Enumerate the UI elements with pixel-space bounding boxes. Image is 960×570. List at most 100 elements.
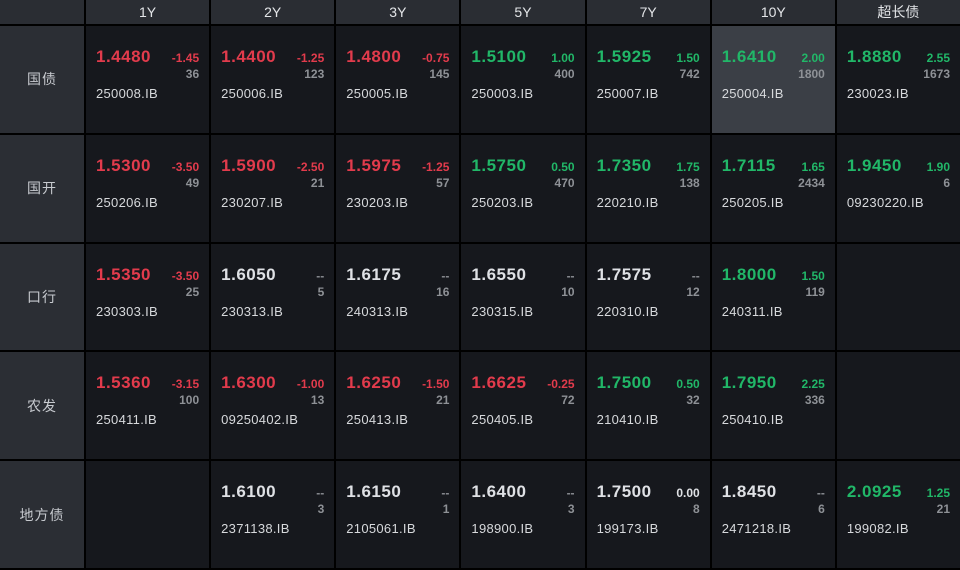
change-value: -3.15 <box>171 377 200 392</box>
change-value: 2.55 <box>926 51 950 65</box>
bond-cell[interactable]: 1.4400 -1.25 123 250006.IB <box>211 26 335 133</box>
bond-cell[interactable] <box>836 352 960 460</box>
bond-cell[interactable]: 1.6250 -1.50 21 250413.IB <box>336 352 460 460</box>
change-value: -0.75 <box>422 51 450 65</box>
row-label-3: 农发 <box>0 352 84 460</box>
quote-line: 1.7115 1.65 <box>722 156 825 176</box>
bond-cell[interactable] <box>86 461 210 568</box>
change-value: -- <box>316 268 325 283</box>
bond-code: 230313.IB <box>221 303 284 319</box>
quote-line: 1.6410 2.00 <box>722 47 825 67</box>
bond-cell[interactable] <box>836 243 960 351</box>
bond-cell[interactable]: 1.7950 2.25 336 250410.IB <box>711 352 835 460</box>
yield-value: 1.6175 <box>346 264 402 284</box>
volume-value: 400 <box>554 67 575 81</box>
bond-cell[interactable]: 1.6100 -- 3 2371138.IB <box>211 461 335 568</box>
volume-value: 3 <box>567 502 575 517</box>
quote-line: 1.5900 -2.50 <box>221 156 324 176</box>
bond-cell[interactable]: 1.6410 2.00 1800 250004.IB <box>711 26 835 133</box>
volume-value: 57 <box>436 175 450 190</box>
header-corner <box>0 0 84 24</box>
bond-cell[interactable]: 1.6400 -- 3 198900.IB <box>461 461 585 568</box>
volume-value: 1 <box>442 502 450 517</box>
change-value: 0.50 <box>676 377 700 392</box>
yield-value: 1.7575 <box>596 264 652 284</box>
change-value: -1.00 <box>296 377 325 392</box>
quote-line: 1.5360 -3.15 <box>96 373 199 393</box>
bond-cell[interactable]: 1.8000 1.50 119 240311.IB <box>711 243 835 351</box>
bond-cell[interactable]: 1.7575 -- 12 220310.IB <box>586 243 710 351</box>
yield-value: 1.6100 <box>221 482 277 502</box>
change-value: -- <box>691 268 700 283</box>
bond-cell[interactable]: 1.5750 0.50 470 250203.IB <box>461 134 585 242</box>
bond-cell[interactable]: 1.6050 -- 5 230313.IB <box>211 243 335 351</box>
bond-cell[interactable]: 1.6175 -- 16 240313.IB <box>336 243 460 351</box>
bond-code: 250203.IB <box>471 194 534 210</box>
bond-cell[interactable]: 1.6550 -- 10 230315.IB <box>461 243 585 351</box>
column-header-10y: 10Y <box>711 0 835 24</box>
bond-code: 199173.IB <box>596 521 659 537</box>
yield-value: 1.5900 <box>221 155 277 175</box>
yield-value: 1.5300 <box>96 155 151 175</box>
bond-cell[interactable]: 1.8880 2.55 1673 230023.IB <box>836 26 960 133</box>
bond-code: 250004.IB <box>721 86 784 101</box>
quote-line: 1.6625 -0.25 <box>471 373 574 393</box>
volume-value: 123 <box>304 67 325 81</box>
bond-code: 240311.IB <box>721 303 783 319</box>
bond-cell[interactable]: 1.5100 1.00 400 250003.IB <box>461 26 585 133</box>
bond-code: 2105061.IB <box>346 521 416 537</box>
bond-code: 250003.IB <box>471 86 534 101</box>
bond-cell[interactable]: 1.5925 1.50 742 250007.IB <box>586 26 710 133</box>
bond-code: 210410.IB <box>596 412 659 428</box>
yield-value: 1.6250 <box>346 373 402 393</box>
bond-cell[interactable]: 1.6625 -0.25 72 250405.IB <box>461 352 585 460</box>
quote-line: 1.8450 -- <box>722 482 825 502</box>
change-value: -3.50 <box>171 268 200 283</box>
bond-cell[interactable]: 1.5350 -3.50 25 230303.IB <box>86 243 210 351</box>
bond-cell[interactable]: 1.6300 -1.00 13 09250402.IB <box>211 352 335 460</box>
yield-value: 1.6050 <box>221 264 277 284</box>
bond-cell[interactable]: 2.0925 1.25 21 199082.IB <box>836 461 960 568</box>
bond-cell[interactable]: 1.7350 1.75 138 220210.IB <box>586 134 710 242</box>
bond-cell[interactable]: 1.9450 1.90 6 09230220.IB <box>836 134 960 242</box>
quote-line: 1.7500 0.50 <box>597 373 700 393</box>
bond-code: 240313.IB <box>346 303 409 319</box>
bond-cell[interactable]: 1.5900 -2.50 21 230207.IB <box>211 134 335 242</box>
bond-cell[interactable]: 1.5300 -3.50 49 250206.IB <box>86 134 210 242</box>
change-value: -0.25 <box>547 377 575 392</box>
bond-code: 250413.IB <box>346 412 409 428</box>
bond-code: 230207.IB <box>221 194 284 210</box>
bond-cell[interactable]: 1.5975 -1.25 57 230203.IB <box>336 134 460 242</box>
quote-line: 1.5300 -3.50 <box>96 156 199 176</box>
column-header-1y: 1Y <box>86 0 210 24</box>
column-header-超长债: 超长债 <box>836 0 960 24</box>
volume-value: 3 <box>317 502 325 517</box>
bond-code: 230023.IB <box>846 86 909 101</box>
quote-line: 1.6150 -- <box>346 482 449 502</box>
change-value: 1.65 <box>801 159 825 174</box>
bond-cell[interactable]: 1.6150 -- 1 2105061.IB <box>336 461 460 568</box>
quote-line: 1.6300 -1.00 <box>221 373 324 393</box>
bond-code: 250206.IB <box>96 194 158 210</box>
bond-cell[interactable]: 1.5360 -3.15 100 250411.IB <box>86 352 210 460</box>
yield-value: 1.5100 <box>471 47 527 66</box>
yield-value: 1.4800 <box>346 47 402 66</box>
volume-value: 470 <box>554 175 575 190</box>
volume-value: 1800 <box>798 67 825 81</box>
quote-line: 1.6550 -- <box>471 265 574 285</box>
volume-value: 6 <box>818 502 825 517</box>
volume-value: 13 <box>310 393 325 408</box>
bond-cell[interactable]: 1.7500 0.00 8 199173.IB <box>586 461 710 568</box>
row-label-2: 口行 <box>0 243 84 351</box>
bond-cell[interactable]: 1.4480 -1.45 36 250008.IB <box>86 26 210 133</box>
quote-line: 1.7500 0.00 <box>597 482 700 502</box>
bond-cell[interactable]: 1.7500 0.50 32 210410.IB <box>586 352 710 460</box>
bond-code: 250007.IB <box>596 86 659 101</box>
yield-value: 1.6410 <box>721 47 777 66</box>
yield-value: 1.4480 <box>96 47 151 66</box>
bond-cell[interactable]: 1.7115 1.65 2434 250205.IB <box>711 134 835 242</box>
bond-cell[interactable]: 1.4800 -0.75 145 250005.IB <box>336 26 460 133</box>
change-value: -- <box>441 268 450 283</box>
bond-cell[interactable]: 1.8450 -- 6 2471218.IB <box>711 461 835 568</box>
